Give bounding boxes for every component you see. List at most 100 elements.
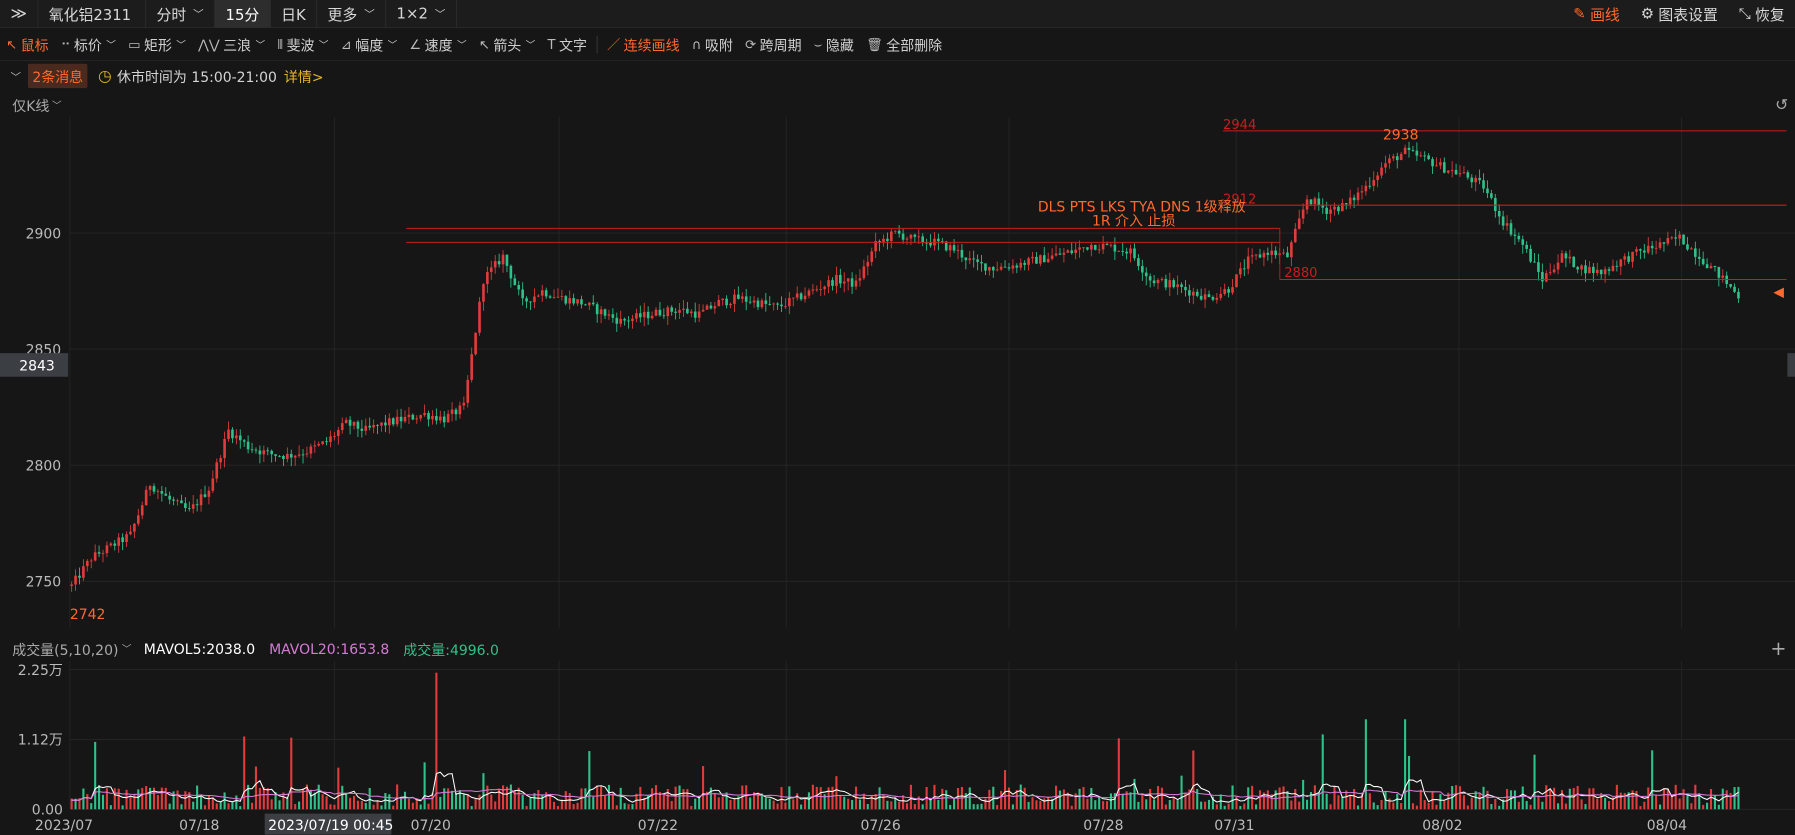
candle-body xyxy=(129,531,132,535)
top-bar: ≫ 氧化铝2311 分时 ﹀ 15分 日K 更多 ﹀ 1×2 ﹀ ✎ 画线 ⚙ 图表设置 … xyxy=(0,0,1795,28)
candle-body xyxy=(1560,253,1564,263)
candle-body xyxy=(701,309,705,312)
candle-body xyxy=(721,298,724,301)
restore-button[interactable]: ⤡ 恢复 xyxy=(1738,4,1785,25)
candle-body xyxy=(952,245,956,251)
candle-body xyxy=(282,455,285,459)
candle-body xyxy=(1188,290,1191,296)
volume-bar xyxy=(796,793,799,810)
candle-body xyxy=(101,553,105,555)
volume-bar xyxy=(1439,793,1442,810)
volume-bar xyxy=(1702,804,1705,810)
current-price-tag-right xyxy=(1787,353,1795,377)
kline-only-label[interactable]: 仅K线 xyxy=(12,97,50,115)
x-date-label: 2023/07/19 00:45 xyxy=(268,818,393,834)
volume-bar xyxy=(627,804,630,810)
volume-bar xyxy=(200,796,203,810)
tab-15min[interactable]: 15分 xyxy=(215,0,271,28)
tool-amplitude[interactable]: ⊿ 幅度 ﹀ xyxy=(340,36,398,54)
volume-bar xyxy=(882,794,885,810)
volume-bar xyxy=(921,804,924,810)
volume-bar xyxy=(1655,794,1658,810)
volume-bar xyxy=(1321,734,1324,810)
volume-bar xyxy=(549,795,552,810)
volume-bar xyxy=(1494,798,1497,810)
draw-button[interactable]: ✎ 画线 xyxy=(1573,4,1620,25)
volume-bar xyxy=(356,800,359,810)
tool-magnet[interactable]: ∩ 吸附 xyxy=(691,36,733,54)
candle-body xyxy=(886,238,889,242)
tool-delete-all[interactable]: 🗑 全部删除 xyxy=(866,36,943,54)
tool-arrow[interactable]: ↖ 箭头 ﹀ xyxy=(478,36,536,54)
tool-three-wave[interactable]: ⋀⋁ 三浪 ﹀ xyxy=(198,36,266,54)
detail-link[interactable]: 详情> xyxy=(283,68,324,86)
volume-bar xyxy=(764,797,767,810)
double-chevron-right-icon: ≫ xyxy=(10,4,27,23)
volume-bar xyxy=(1345,790,1348,810)
tool-hide[interactable]: ⌣ 隐藏 xyxy=(813,36,854,54)
tool-text[interactable]: T 文字 xyxy=(547,36,587,54)
chart-settings-button[interactable]: ⚙ 图表设置 xyxy=(1640,4,1718,25)
volume-bar xyxy=(1415,805,1418,810)
tool-price-label[interactable]: ⠒ 标价 ﹀ xyxy=(60,36,116,54)
tool-continuous-line[interactable]: ／连续画线 xyxy=(607,36,680,54)
market-closed-text: 休市时间为 15:00-21:00 xyxy=(116,68,277,86)
candle-body xyxy=(172,499,175,501)
tool-fibonacci[interactable]: ⦀ 斐波 ﹀ xyxy=(277,36,329,54)
volume-label[interactable]: 成交量(5,10,20) xyxy=(12,641,119,659)
volume-bar xyxy=(1262,792,1265,810)
candle-body xyxy=(380,422,383,426)
volume-bar xyxy=(1372,802,1375,810)
volume-bar xyxy=(988,789,991,810)
chevron-down-icon[interactable]: ﹀ xyxy=(51,99,62,111)
message-count-badge[interactable]: 2条消息 xyxy=(27,63,88,89)
volume-bar xyxy=(1694,784,1697,810)
candle-body xyxy=(501,254,505,265)
volume-bar xyxy=(521,795,524,810)
candle-body xyxy=(74,575,77,585)
tool-cursor[interactable]: ↖ 鼠标 xyxy=(6,36,49,54)
candle-body xyxy=(1309,199,1313,205)
tool-rectangle[interactable]: ▭ 矩形 ﹀ xyxy=(128,36,186,54)
menu-toggle[interactable]: ≫ xyxy=(0,0,39,28)
candle-body xyxy=(1258,254,1262,258)
chevron-down-icon[interactable]: ﹀ xyxy=(10,70,21,83)
plus-icon[interactable]: + xyxy=(1770,637,1787,660)
volume-bar xyxy=(337,767,340,810)
volume-bar xyxy=(525,805,528,810)
volume-bar xyxy=(851,799,854,810)
candle-body xyxy=(1254,254,1258,256)
reset-icon[interactable]: ↺ xyxy=(1775,95,1789,114)
candle-body xyxy=(274,454,277,456)
symbol-name[interactable]: 氧化铝2311 xyxy=(38,0,146,28)
chevron-down-icon: ﹀ xyxy=(318,38,329,51)
tab-layout[interactable]: 1×2 ﹀ xyxy=(386,0,457,28)
candle-body xyxy=(1631,251,1634,262)
volume-bar xyxy=(698,795,701,810)
volume-bar xyxy=(1600,792,1603,810)
tab-timeshare[interactable]: 分时 ﹀ xyxy=(146,0,216,28)
tool-speed[interactable]: ∠ 速度 ﹀ xyxy=(409,36,467,54)
candle-body xyxy=(921,236,925,243)
volume-bar xyxy=(1102,801,1105,810)
candle-body xyxy=(1023,262,1026,265)
chevron-down-icon[interactable]: ﹀ xyxy=(121,643,132,655)
candle-body xyxy=(1046,258,1050,263)
volume-bar xyxy=(231,801,234,810)
candle-body xyxy=(846,278,850,282)
volume-bar xyxy=(164,787,167,810)
volume-bar xyxy=(603,795,607,810)
tab-more[interactable]: 更多 ﹀ xyxy=(317,0,387,28)
tab-daily[interactable]: 日K xyxy=(271,0,318,28)
tool-cross-period[interactable]: ⟳ 跨周期 xyxy=(745,36,802,54)
volume-bar xyxy=(678,785,681,810)
volume-bar xyxy=(258,787,261,810)
candle-body xyxy=(1623,256,1627,260)
volume-bar xyxy=(223,792,226,810)
candle-body xyxy=(513,278,517,286)
volume-bar xyxy=(90,803,93,810)
candle-body xyxy=(1552,269,1556,273)
candle-body xyxy=(972,258,975,260)
